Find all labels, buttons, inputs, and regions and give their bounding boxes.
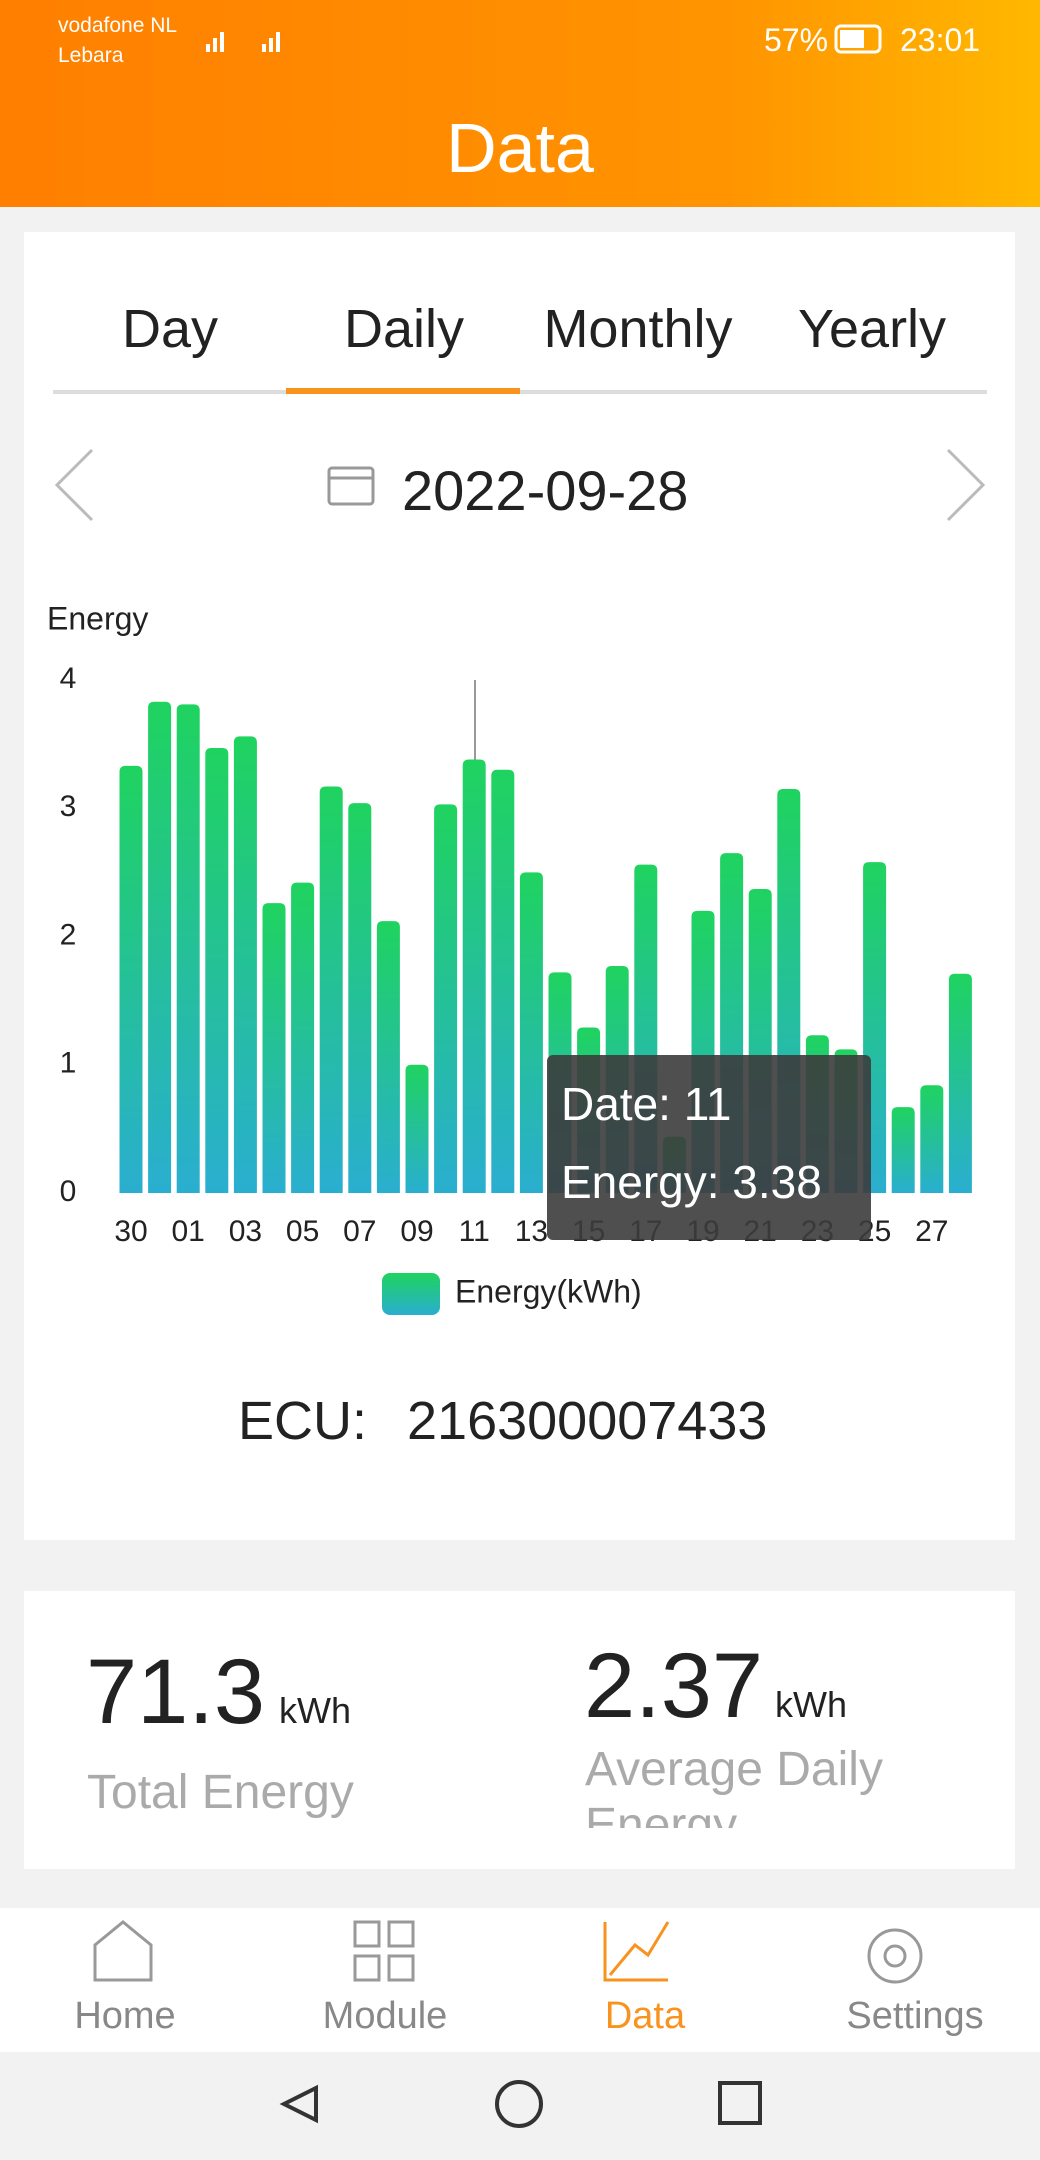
next-arrow[interactable] <box>946 448 986 522</box>
bar <box>920 1085 944 1193</box>
x-tick-label: 11 <box>459 1215 490 1248</box>
tab[interactable]: Day <box>121 299 219 359</box>
tab-indicator <box>286 388 520 394</box>
bar <box>319 786 343 1193</box>
x-tick-label: 09 <box>400 1215 433 1248</box>
y-tick-label: 4 <box>60 662 77 695</box>
nav-item[interactable]: Home <box>74 1995 176 2037</box>
nav-item[interactable]: Settings <box>846 1995 984 2037</box>
bar <box>291 882 315 1193</box>
carrier: vodafone NL <box>58 14 178 37</box>
x-tick-label: 03 <box>229 1215 262 1248</box>
bar <box>148 701 172 1193</box>
x-tick-label: 13 <box>515 1215 548 1248</box>
status-icons <box>206 24 882 54</box>
tooltip-energy: Energy: 3.38 <box>561 1156 822 1208</box>
bar <box>948 973 972 1193</box>
nav-bar <box>0 1908 1040 2052</box>
time: 23:01 <box>900 22 981 58</box>
bar <box>176 704 200 1193</box>
y-tick-label: 2 <box>60 918 77 951</box>
y-axis-label: Energy <box>47 600 148 636</box>
tooltip <box>547 1055 871 1240</box>
bar <box>262 903 286 1193</box>
system-nav <box>279 2080 762 2128</box>
bar <box>519 872 543 1193</box>
bar <box>491 769 515 1193</box>
bar <box>434 804 458 1193</box>
x-tick-label: 07 <box>343 1215 376 1248</box>
date[interactable]: 2022-09-28 <box>402 459 689 522</box>
bar <box>233 736 257 1193</box>
carrier: Lebara <box>58 44 124 67</box>
bar <box>119 765 143 1193</box>
summary-card <box>24 1591 1015 1869</box>
bar <box>462 759 486 1193</box>
bar <box>205 747 229 1193</box>
nav-icons <box>93 1920 923 1984</box>
y-tick-label: 0 <box>60 1175 77 1208</box>
y-tick-label: 1 <box>60 1047 77 1080</box>
battery: 57% <box>764 22 829 58</box>
x-tick-label: 27 <box>915 1215 948 1248</box>
tab[interactable]: Daily <box>343 299 465 359</box>
x-tick-label: 30 <box>114 1215 147 1248</box>
summary-label: Total Energy <box>87 1766 354 1819</box>
y-tick-label: 3 <box>60 790 77 823</box>
header <box>0 0 1040 207</box>
nav-item[interactable]: Module <box>322 1995 448 2037</box>
ecu-value: 216300007433 <box>407 1391 768 1451</box>
page-title: Data <box>446 109 594 187</box>
tab[interactable]: Monthly <box>543 299 733 359</box>
ecu-label: ECU: <box>238 1391 368 1451</box>
summary-value: 71.3 <box>86 1641 266 1743</box>
bar <box>376 921 400 1193</box>
summary-label: Average Daily Energy <box>585 1743 883 1828</box>
legend-swatch <box>382 1273 440 1315</box>
prev-arrow[interactable] <box>54 448 94 522</box>
summary-value: 2.37 <box>584 1635 764 1737</box>
bar <box>405 1064 429 1193</box>
legend-label: Energy(kWh) <box>455 1273 642 1309</box>
calendar-icon <box>327 466 375 506</box>
tooltip-date: Date: 11 <box>561 1078 731 1130</box>
bar <box>348 803 372 1193</box>
summary-unit: kWh <box>279 1690 351 1731</box>
nav-item[interactable]: Data <box>604 1995 686 2037</box>
bar <box>891 1107 915 1193</box>
summary-unit: kWh <box>775 1684 847 1725</box>
x-tick-label: 01 <box>172 1215 205 1248</box>
tab[interactable]: Yearly <box>797 299 947 359</box>
x-tick-label: 05 <box>286 1215 319 1248</box>
